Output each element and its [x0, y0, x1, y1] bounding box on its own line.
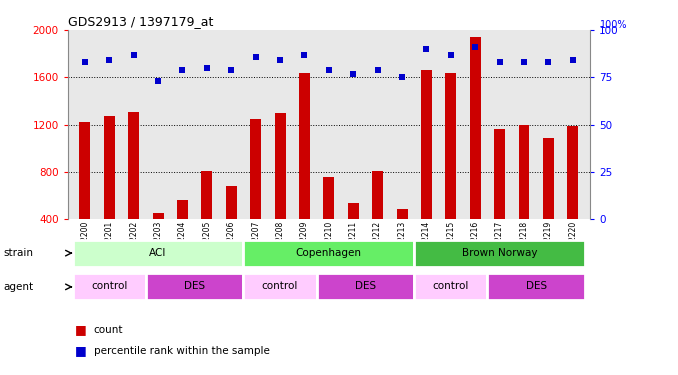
- Bar: [153, 213, 163, 219]
- Text: Brown Norway: Brown Norway: [462, 248, 538, 258]
- Bar: [323, 177, 334, 219]
- Bar: [421, 70, 432, 219]
- Text: agent: agent: [3, 282, 33, 292]
- Text: count: count: [94, 325, 123, 335]
- Bar: [317, 273, 414, 300]
- Text: control: control: [433, 281, 469, 291]
- Bar: [445, 73, 456, 219]
- Bar: [226, 186, 237, 219]
- Bar: [543, 138, 554, 219]
- Bar: [299, 73, 310, 219]
- Text: DES: DES: [355, 281, 376, 291]
- Bar: [372, 171, 383, 219]
- Bar: [201, 171, 212, 219]
- Bar: [79, 122, 90, 219]
- Text: DES: DES: [525, 281, 546, 291]
- Bar: [177, 200, 188, 219]
- Text: strain: strain: [3, 248, 33, 258]
- Text: ACI: ACI: [149, 248, 167, 258]
- Bar: [487, 273, 585, 300]
- Text: Copenhagen: Copenhagen: [296, 248, 362, 258]
- Bar: [104, 116, 115, 219]
- Bar: [348, 203, 359, 219]
- Text: GDS2913 / 1397179_at: GDS2913 / 1397179_at: [68, 15, 213, 28]
- Bar: [243, 273, 317, 300]
- Bar: [128, 112, 139, 219]
- Bar: [414, 240, 585, 267]
- Text: DES: DES: [184, 281, 205, 291]
- Bar: [146, 273, 243, 300]
- Bar: [414, 273, 487, 300]
- Text: control: control: [91, 281, 127, 291]
- Bar: [519, 124, 530, 219]
- Bar: [397, 209, 407, 219]
- Text: percentile rank within the sample: percentile rank within the sample: [94, 346, 269, 355]
- Text: control: control: [262, 281, 298, 291]
- Bar: [73, 240, 243, 267]
- Bar: [567, 126, 578, 219]
- Bar: [494, 129, 505, 219]
- Bar: [275, 113, 285, 219]
- Text: ■: ■: [75, 344, 86, 357]
- Bar: [470, 37, 481, 219]
- Bar: [243, 240, 414, 267]
- Text: ■: ■: [75, 324, 86, 336]
- Bar: [73, 273, 146, 300]
- Text: 100%: 100%: [600, 20, 628, 30]
- Bar: [250, 119, 261, 219]
